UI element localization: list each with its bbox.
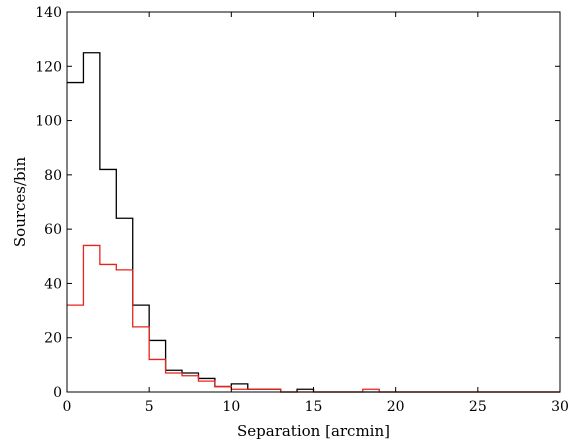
x-tick-label: 30 [551, 399, 569, 415]
y-axis-label: Sources/bin [11, 157, 29, 248]
series-layer [67, 52, 560, 393]
y-tick-label: 20 [44, 331, 62, 347]
y-tick-label: 80 [44, 168, 62, 184]
x-tick-label: 20 [387, 399, 405, 415]
y-tick-label: 60 [44, 222, 62, 238]
series-1-step-line [67, 52, 560, 393]
x-tick-label: 25 [469, 399, 487, 415]
y-tick-label: 100 [35, 114, 62, 130]
ticks-layer: 0 5 10 15 20 25 30 0 20 40 60 80 100 120 140 [35, 5, 569, 415]
x-tick-label: 10 [222, 399, 240, 415]
plot-frame [66, 11, 561, 393]
y-tick-label: 140 [35, 5, 62, 21]
x-axis-label: Separation [arcmin] [237, 422, 390, 440]
y-tick-label: 120 [35, 59, 62, 75]
x-tick-label: 5 [145, 399, 154, 415]
series-2-step-line [67, 244, 560, 393]
x-tick-label: 0 [63, 399, 72, 415]
x-tick-label: 15 [305, 399, 323, 415]
y-tick-label: 40 [44, 276, 62, 292]
y-tick-label: 0 [53, 385, 62, 401]
